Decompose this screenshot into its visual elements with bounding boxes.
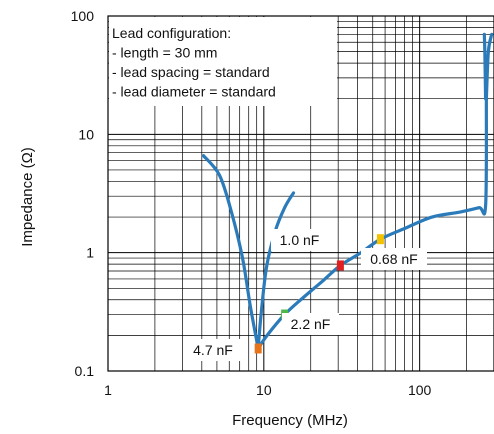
config-box: Lead configuration: - length = 30 mm - lea… — [109, 17, 337, 106]
resonance-marker — [336, 260, 344, 271]
y-axis-label: Impedance (Ω) — [19, 147, 36, 247]
config-box-line: - length = 30 mm — [112, 45, 217, 61]
impedance-curve-3 — [256, 97, 489, 351]
y-tick-label: 1 — [86, 245, 94, 261]
annotation-group: 4.7 nF 2.2 nF 1.0 nF 0.68 nF — [184, 229, 427, 361]
y-tick-label: 0.1 — [75, 363, 95, 379]
config-box-line: - lead spacing = standard — [112, 64, 270, 80]
annotation-label: 2.2 nF — [291, 316, 331, 332]
resonance-marker — [376, 234, 384, 245]
annotation-background — [184, 339, 242, 361]
annotation-label: 4.7 nF — [193, 342, 233, 358]
annotation-background — [282, 313, 339, 335]
impedance-curve-5 — [484, 32, 494, 101]
impedance-curve-2 — [256, 191, 296, 351]
y-tick-label: 100 — [71, 8, 95, 24]
x-tick-label: 1 — [104, 382, 112, 398]
config-box-background — [109, 17, 337, 106]
x-tick-label: 100 — [408, 382, 432, 398]
annotation-label: 0.68 nF — [370, 251, 417, 267]
x-tick-label: 10 — [256, 382, 272, 398]
x-axis-label: Frequency (MHz) — [232, 412, 348, 429]
resonance-marker — [254, 343, 262, 354]
y-tick-label: 10 — [78, 126, 94, 142]
annotation-background — [361, 248, 427, 270]
impedance-curve-1 — [201, 154, 260, 351]
config-box-line: Lead configuration: — [112, 25, 231, 41]
plot-frame — [107, 15, 494, 372]
tick-labels: 1 10 100 0.1 1 10 100 — [71, 8, 432, 398]
annotation-background — [271, 229, 328, 251]
config-box-line: - lead diameter = standard — [112, 84, 276, 100]
annotation-label: 1.0 nF — [280, 232, 320, 248]
